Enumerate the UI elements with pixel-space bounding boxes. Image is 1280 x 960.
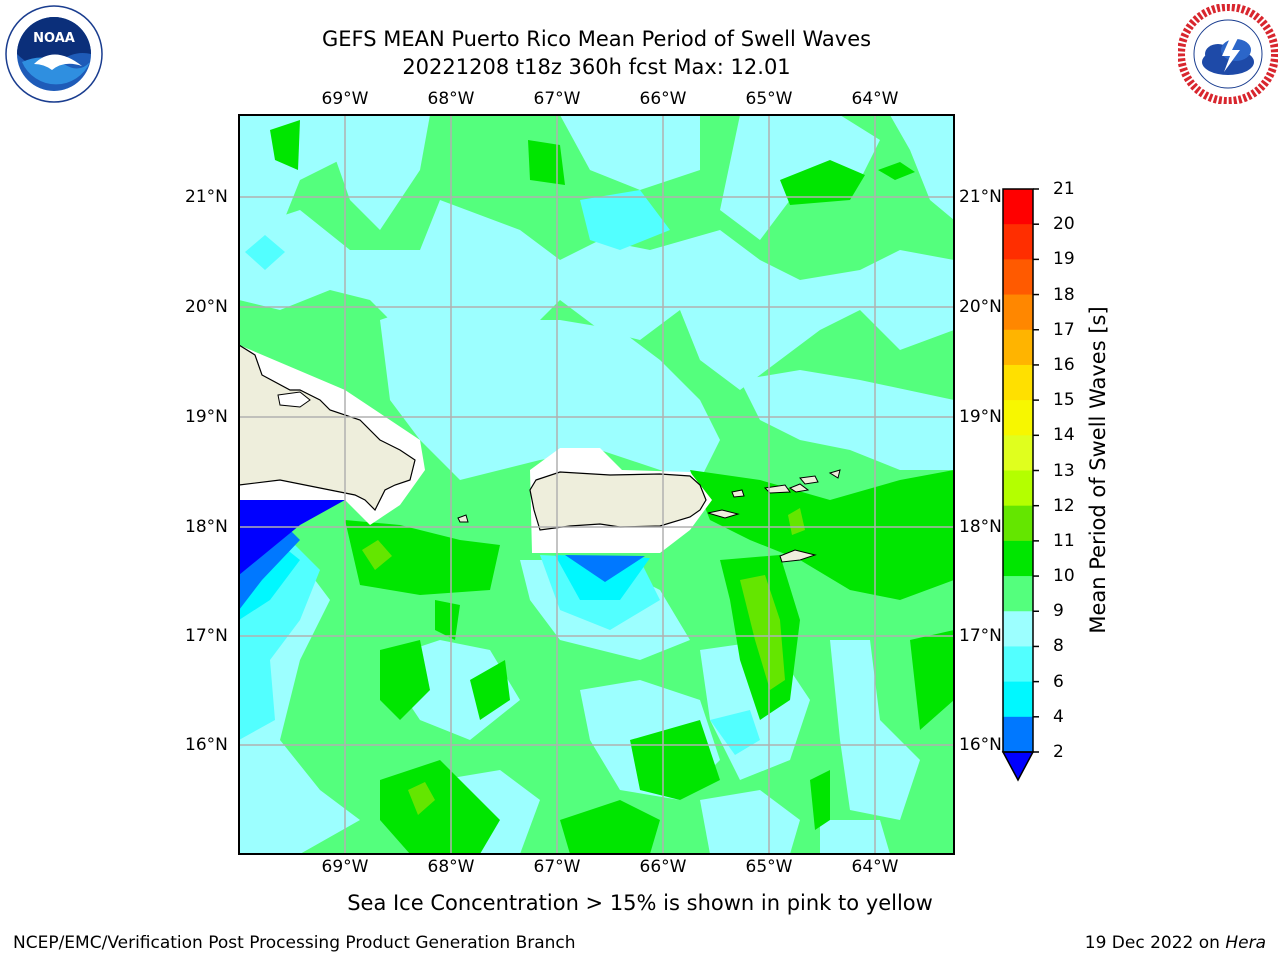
colorbar-tick-label: 2	[1053, 742, 1064, 762]
map-title: GEFS MEAN Puerto Rico Mean Period of Swe…	[321, 27, 872, 51]
lon-label-top: 66°W	[639, 89, 687, 109]
lat-label-right: 19°N	[959, 407, 1002, 427]
swell-period-field	[239, 115, 954, 854]
noaa-logo-icon: NOAA	[4, 4, 104, 104]
colorbar-segment	[1003, 189, 1033, 225]
lat-label-right: 20°N	[959, 297, 1002, 317]
lat-label-left: 17°N	[185, 626, 228, 646]
colorbar-tick-label: 12	[1053, 495, 1075, 516]
lon-label-bottom: 66°W	[639, 857, 687, 877]
colorbar-tick-label: 21	[1053, 179, 1075, 199]
footer-date: 19 Dec 2022 on Hera	[1085, 933, 1266, 953]
colorbar-segment	[1003, 259, 1033, 296]
colorbar-segment	[1003, 681, 1033, 718]
lat-label-right: 18°N	[959, 517, 1002, 537]
lat-label-left: 18°N	[185, 517, 228, 537]
colorbar-segment	[1003, 224, 1033, 260]
nws-logo-icon	[1178, 4, 1278, 104]
colorbar-tick-label: 6	[1053, 671, 1064, 692]
colorbar-tick-label: 4	[1053, 706, 1064, 727]
lon-label-bottom: 68°W	[427, 857, 475, 877]
lat-label-left: 16°N	[185, 735, 228, 755]
lat-label-right: 16°N	[959, 735, 1002, 755]
footer-system: Hera	[1225, 933, 1266, 953]
colorbar-segment	[1003, 540, 1033, 577]
colorbar-tick-label: 15	[1053, 390, 1075, 411]
footer-credit: NCEP/EMC/Verification Post Processing Pr…	[13, 933, 576, 953]
lon-label-top: 65°W	[745, 89, 793, 109]
colorbar-tick-label: 18	[1053, 284, 1075, 305]
colorbar-frame	[1002, 188, 1034, 753]
lon-label-bottom: 64°W	[851, 857, 899, 877]
noaa-logo-text: NOAA	[33, 31, 75, 46]
lon-label-bottom: 65°W	[745, 857, 793, 877]
colorbar-segment	[1003, 294, 1033, 331]
colorbar-segment	[1003, 364, 1033, 401]
lon-label-bottom: 69°W	[321, 857, 369, 877]
colorbar-tick-label: 9	[1053, 601, 1064, 622]
colorbar-segment	[1003, 646, 1033, 683]
colorbar-tick-label: 10	[1053, 566, 1075, 587]
colorbar-tick-label: 19	[1053, 249, 1075, 270]
lat-label-left: 19°N	[185, 407, 228, 427]
colorbar-tick-label: 14	[1053, 425, 1075, 446]
colorbar-segment	[1003, 505, 1033, 542]
colorbar	[1003, 188, 1039, 753]
colorbar-segment	[1003, 435, 1033, 471]
colorbar-tick-label: 8	[1053, 636, 1064, 657]
colorbar-tick-label: 13	[1053, 460, 1075, 481]
lon-label-top: 67°W	[533, 89, 581, 109]
lat-label-left: 21°N	[185, 187, 228, 207]
map-subtitle: 20221208 t18z 360h fcst Max: 12.01	[402, 55, 791, 79]
sea-ice-caption: Sea Ice Concentration > 15% is shown in …	[347, 891, 933, 915]
colorbar-segment	[1003, 329, 1033, 366]
map-frame	[238, 114, 955, 855]
lon-label-bottom: 67°W	[533, 857, 581, 877]
lon-label-top: 68°W	[427, 89, 475, 109]
colorbar-tick-label: 16	[1053, 354, 1075, 375]
lon-label-top: 69°W	[321, 89, 369, 109]
colorbar-tick-label: 11	[1053, 530, 1075, 551]
footer-date-text: 19 Dec 2022 on	[1084, 933, 1220, 953]
colorbar-tick-label: 17	[1053, 319, 1075, 340]
colorbar-tick-label: 20	[1053, 214, 1075, 235]
colorbar-segment	[1003, 400, 1033, 436]
lat-label-left: 20°N	[185, 297, 228, 317]
colorbar-segment	[1003, 576, 1033, 612]
lon-label-top: 64°W	[851, 89, 899, 109]
lat-label-right: 17°N	[959, 626, 1002, 646]
colorbar-label: Mean Period of Swell Waves [s]	[1086, 306, 1110, 634]
lat-label-right: 21°N	[959, 187, 1002, 207]
colorbar-segment	[1003, 470, 1033, 507]
colorbar-extend-triangle	[1001, 751, 1035, 782]
colorbar-segment	[1003, 611, 1033, 647]
colorbar-segment	[1003, 716, 1033, 753]
